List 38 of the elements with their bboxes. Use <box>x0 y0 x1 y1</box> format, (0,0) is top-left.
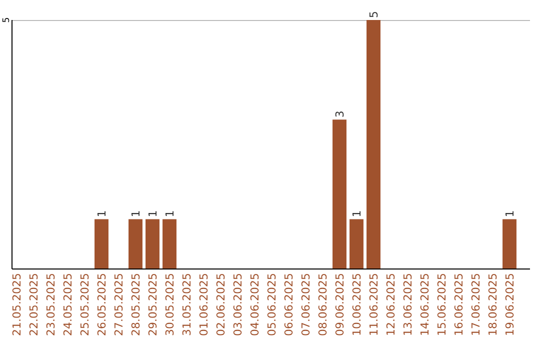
x-tick-label: 08.06.2025 <box>316 273 330 336</box>
data-label: 1 <box>96 210 108 218</box>
x-tick-label: 06.06.2025 <box>282 273 296 336</box>
x-tick-label: 27.05.2025 <box>112 273 126 336</box>
data-label: 1 <box>350 210 364 218</box>
x-tick-label: 24.05.2025 <box>62 273 74 336</box>
x-tick-label: 16.06.2025 <box>452 273 466 336</box>
x-tick-label: 28.05.2025 <box>130 273 142 336</box>
x-tick-label: 17.06.2025 <box>470 273 482 336</box>
x-tick-label: 09.06.2025 <box>334 273 346 336</box>
x-tick-label: 14.06.2025 <box>418 273 432 336</box>
x-tick-label: 03.06.2025 <box>232 273 244 336</box>
x-tick-label: 02.06.2025 <box>214 273 228 336</box>
data-label: 3 <box>334 110 346 118</box>
x-tick-label: 31.05.2025 <box>180 273 194 336</box>
x-tick-label: 29.05.2025 <box>146 273 160 336</box>
x-tick-label: 19.06.2025 <box>504 273 516 336</box>
x-tick-label: 05.06.2025 <box>266 273 278 336</box>
x-tick-label: 18.06.2025 <box>486 273 500 336</box>
x-tick-label: 25.05.2025 <box>78 273 92 336</box>
x-tick-label: 21.05.2025 <box>10 273 24 336</box>
data-label: 1 <box>146 210 160 218</box>
x-tick-label: 13.06.2025 <box>402 273 414 336</box>
x-tick-label: 22.05.2025 <box>28 273 40 336</box>
x-tick-label: 12.06.2025 <box>384 273 398 336</box>
data-label: 1 <box>504 210 516 218</box>
x-tick-label: 07.06.2025 <box>300 273 312 336</box>
data-label: 5 <box>368 11 380 18</box>
data-label: 1 <box>164 210 176 218</box>
x-tick-label: 10.06.2025 <box>350 273 364 336</box>
data-label: 1 <box>130 210 142 218</box>
x-tick-label: 23.05.2025 <box>44 273 58 336</box>
x-tick-label: 11.06.2025 <box>368 273 380 336</box>
x-tick-label: 15.06.2025 <box>436 273 448 336</box>
x-tick-label: 01.06.2025 <box>198 273 210 336</box>
x-tick-label: 26.05.2025 <box>96 273 108 336</box>
x-tick-label: 30.05.2025 <box>164 273 176 336</box>
x-tick-label: 04.06.2025 <box>248 273 262 336</box>
